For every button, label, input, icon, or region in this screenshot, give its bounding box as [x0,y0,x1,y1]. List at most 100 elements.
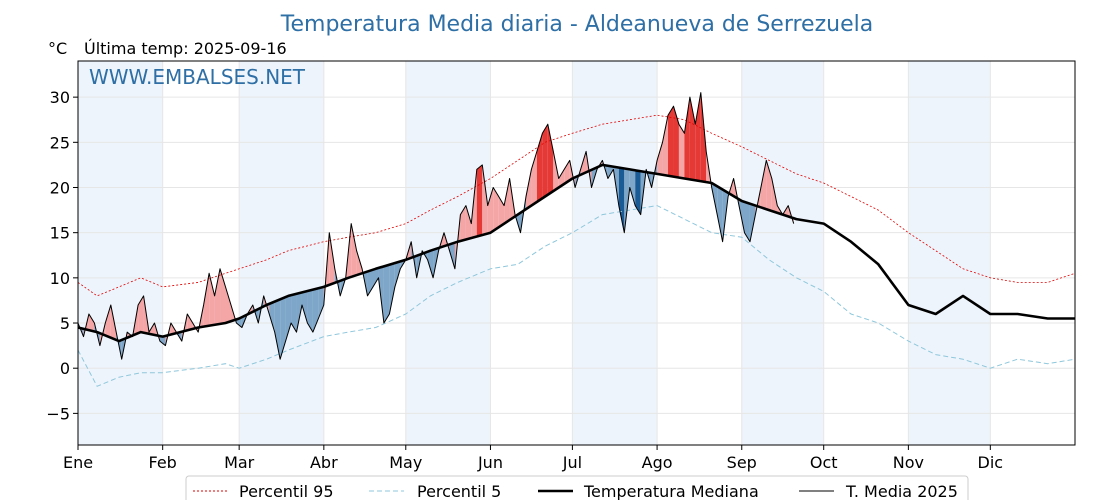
above-median-fill [214,268,221,325]
month-band [741,61,824,445]
below-median-fill [285,295,292,342]
above-median-fill [465,205,472,240]
x-tick-label: Abr [310,453,338,472]
x-tick-label: Nov [893,453,924,472]
below-median-fill [318,286,324,319]
y-tick-label: 20 [50,178,70,197]
below-median-fill [307,289,313,333]
above-median-fill [700,92,707,183]
month-band [908,61,991,445]
x-tick-label: Jun [477,453,503,472]
x-tick-label: Sep [727,453,757,472]
x-tick-label: Ene [63,453,93,472]
above-median-fill [536,133,543,202]
above-median-fill [558,169,565,188]
legend: Percentil 95 Percentil 5 Temperatura Med… [185,475,969,500]
legend-current-label: T. Media 2025 [845,482,958,500]
above-median-fill [662,115,669,176]
below-median-fill [449,242,455,269]
last-temp-label: Última temp: 2025-09-16 [84,39,287,58]
above-median-fill [547,124,554,195]
y-tick-label: 0 [60,359,70,378]
below-median-fill [296,292,302,333]
median-line [77,163,1075,343]
y-tick-label: 15 [50,224,70,243]
above-median-fill [225,286,231,324]
below-median-fill [744,201,750,242]
month-band [405,61,491,445]
below-median-fill [280,297,286,360]
above-median-fill [88,313,95,332]
above-median-fill [460,205,466,241]
legend-box [185,475,969,500]
above-median-fill [504,178,510,224]
legend-p5-label: Percentil 5 [417,482,501,500]
watermark: WWW.EMBALSES.NET [89,65,306,89]
above-median-fill [553,151,559,192]
current-year-line [77,92,795,360]
below-median-fill [394,261,401,287]
legend-median-label: Temperatura Mediana [583,482,759,500]
below-median-fill [159,335,166,346]
below-median-fill [427,249,434,278]
p95-line [77,114,1076,297]
above-median-fill [487,187,494,234]
above-median-fill [493,187,499,231]
below-median-fill [717,186,723,242]
x-tick-label: Dic [978,453,1004,472]
above-median-fill [209,273,215,326]
above-median-fill [569,160,576,188]
below-median-fill [629,169,636,206]
above-median-fill [329,232,335,285]
x-axis-ticks: Ene Feb Mar Abr May Jun Jul Ago Sep Oct Nov Dic [63,445,1003,472]
x-tick-label: May [389,453,422,472]
below-median-fill [274,299,281,360]
below-median-fill [373,267,379,287]
above-median-fill [542,124,548,199]
above-median-fill [476,164,483,237]
p5-line [77,205,1076,387]
above-median-fill [203,273,210,327]
series-lines [77,92,1076,387]
chart-title: Temperatura Media diaria - Aldeanueva de… [280,12,873,37]
month-band [78,61,163,445]
above-median-fill [684,97,690,180]
above-median-fill [657,142,663,175]
y-tick-label: 10 [50,269,70,288]
x-tick-label: Mar [224,453,255,472]
below-median-fill [383,264,390,324]
below-median-fill [624,168,630,233]
above-median-fill [695,92,701,182]
above-median-fill [351,223,357,277]
above-median-fill [525,169,532,210]
plot-frame [77,60,1076,446]
month-bands [78,61,991,445]
month-band [572,61,658,445]
y-tick-label: 5 [60,314,70,333]
below-median-fill [367,269,374,296]
y-tick-label: −5 [46,404,70,423]
legend-p95-label: Percentil 95 [239,482,334,500]
below-median-fill [291,293,297,333]
above-median-fill [668,106,674,177]
above-median-fill [564,160,570,184]
x-tick-label: Ago [642,453,673,472]
x-tick-label: Jul [562,453,582,472]
below-median-fill [389,263,395,314]
below-median-fill [269,301,275,333]
above-median-fill [766,160,772,211]
x-tick-label: Feb [149,453,177,472]
x-tick-label: Oct [810,453,838,472]
month-band [239,61,324,445]
y-tick-label: 30 [50,88,70,107]
below-median-fill [618,167,625,233]
above-median-fill [482,164,488,235]
above-median-fill [138,295,144,334]
below-median-fill [749,203,756,242]
unit-label: °C [48,39,67,58]
y-axis-ticks: −5 0 5 10 15 20 25 30 [46,88,78,423]
y-tick-label: 25 [50,133,70,152]
below-median-fill [301,291,308,324]
below-median-fill [635,170,641,215]
